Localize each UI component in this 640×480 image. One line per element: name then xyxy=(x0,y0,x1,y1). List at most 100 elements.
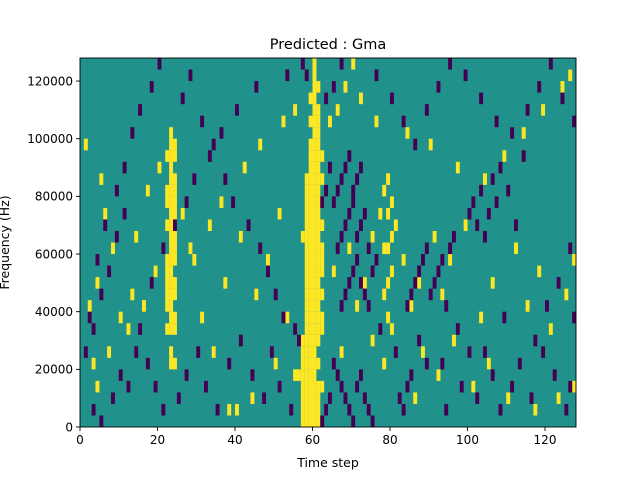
heatmap-cell-high xyxy=(285,311,290,324)
heatmap-cell-high xyxy=(235,403,239,416)
heatmap-cell-high xyxy=(312,127,317,139)
heatmap-cell-high xyxy=(386,173,391,185)
heatmap-cell-low xyxy=(424,104,429,116)
heatmap-cell-high xyxy=(173,254,177,266)
heatmap-cell-low xyxy=(448,58,453,70)
heatmap-cell-low xyxy=(331,357,336,370)
heatmap-cell-high xyxy=(316,196,321,208)
y-tick-label: 80000 xyxy=(35,190,73,204)
heatmap-cell-high xyxy=(312,69,317,82)
heatmap-cell-high xyxy=(242,161,247,174)
heatmap-cell-low xyxy=(475,219,480,232)
heatmap-cell-high xyxy=(87,300,92,312)
heatmap-cell-low xyxy=(568,242,573,255)
heatmap-cell-low xyxy=(413,138,418,151)
heatmap-cell-low xyxy=(552,369,557,381)
heatmap-cell-high xyxy=(130,288,135,301)
heatmap-cell-high xyxy=(316,311,321,324)
heatmap-cell-high xyxy=(312,196,317,208)
heatmap-cell-high xyxy=(382,288,387,301)
heatmap-cell-high xyxy=(312,242,317,255)
heatmap-cell-high xyxy=(227,403,232,416)
heatmap-cell-high xyxy=(304,196,309,208)
heatmap-cell-high xyxy=(165,323,170,335)
heatmap-cell-low xyxy=(351,415,356,428)
heatmap-cell-low xyxy=(266,265,270,278)
heatmap-cell-low xyxy=(91,403,96,416)
heatmap-cell-high xyxy=(173,184,177,197)
heatmap-cell-low xyxy=(207,150,212,162)
heatmap-cell-low xyxy=(118,369,123,381)
heatmap-cell-high xyxy=(238,230,243,243)
heatmap-cell-low xyxy=(486,207,491,220)
heatmap-cell-high xyxy=(308,115,313,128)
heatmap-cell-low xyxy=(444,300,449,312)
heatmap-cell-high xyxy=(320,380,325,393)
heatmap-cell-high xyxy=(312,288,317,301)
heatmap-cell-high xyxy=(490,277,495,289)
heatmap-cell-high xyxy=(316,138,321,151)
heatmap-cell-low xyxy=(521,150,526,162)
heatmap-cell-low xyxy=(463,69,468,82)
heatmap-cell-high xyxy=(312,254,317,266)
heatmap-cell-high xyxy=(169,277,174,289)
heatmap-cell-low xyxy=(436,265,441,278)
heatmap-cell-high xyxy=(169,150,174,162)
heatmap-cell-low xyxy=(533,334,538,347)
heatmap-cell-low xyxy=(103,219,108,232)
heatmap-cell-low xyxy=(378,323,383,335)
heatmap-cell-high xyxy=(312,150,317,162)
heatmap-cell-low xyxy=(157,58,162,70)
heatmap-cell-high xyxy=(320,254,325,266)
heatmap-cell-high xyxy=(572,254,577,266)
heatmap-cell-low xyxy=(541,346,546,358)
heatmap-cell-low xyxy=(184,196,189,208)
heatmap-cell-low xyxy=(289,403,294,416)
heatmap-cell-low xyxy=(362,392,367,404)
heatmap-cell-high xyxy=(316,415,321,428)
heatmap-cell-high xyxy=(304,357,309,370)
heatmap-cell-high xyxy=(378,207,383,220)
heatmap-cell-low xyxy=(223,173,228,185)
heatmap-cell-high xyxy=(308,357,313,370)
heatmap-cell-high xyxy=(316,380,321,393)
heatmap-cell-low xyxy=(502,311,507,324)
heatmap-cell-high xyxy=(300,380,305,393)
heatmap-cell-high xyxy=(173,207,177,220)
heatmap-cell-high xyxy=(304,184,309,197)
heatmap-cell-high xyxy=(390,323,394,335)
heatmap-cell-high xyxy=(343,81,348,93)
heatmap-cell-high xyxy=(312,380,317,393)
heatmap-cell-low xyxy=(525,104,530,116)
heatmap-cell-high xyxy=(331,265,336,278)
heatmap-cell-high xyxy=(308,265,313,278)
heatmap-cell-high xyxy=(173,138,177,151)
heatmap-cell-high xyxy=(316,392,321,404)
y-axis: 0 20000 40000 60000 80000 100000 120000 xyxy=(27,74,80,434)
heatmap-cell-high xyxy=(320,323,325,335)
heatmap-cell-low xyxy=(343,288,348,301)
heatmap-cell-high xyxy=(316,173,321,185)
heatmap-cell-low xyxy=(343,219,348,232)
heatmap-cell-high xyxy=(169,311,174,324)
heatmap-cell-low xyxy=(467,207,472,220)
heatmap-cell-high xyxy=(405,127,410,139)
heatmap-cell-low xyxy=(506,184,511,197)
heatmap-cell-low xyxy=(300,58,305,70)
x-axis-label: Time step xyxy=(296,455,359,470)
heatmap-cell-low xyxy=(122,207,127,220)
heatmap-cell-low xyxy=(258,242,263,255)
heatmap-cell-high xyxy=(308,219,313,232)
heatmap-cell-low xyxy=(347,207,352,220)
heatmap-cell-high xyxy=(316,127,321,139)
heatmap-cell-low xyxy=(273,288,278,301)
heatmap-cell-high xyxy=(335,104,340,116)
heatmap-cell-low xyxy=(405,380,410,393)
heatmap-cell-high xyxy=(173,357,177,370)
heatmap-cell-high xyxy=(359,92,363,105)
heatmap-cell-low xyxy=(339,173,344,185)
heatmap-cell-high xyxy=(312,369,317,381)
heatmap-cell-high xyxy=(308,380,313,393)
heatmap-cell-high xyxy=(308,288,313,301)
heatmap-cell-high xyxy=(169,196,174,208)
